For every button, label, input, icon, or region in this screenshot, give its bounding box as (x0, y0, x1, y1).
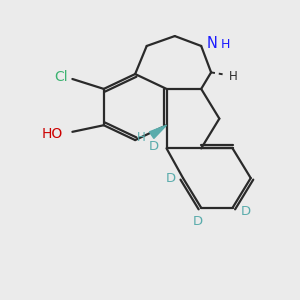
Text: Cl: Cl (54, 70, 68, 84)
Text: H: H (220, 38, 230, 52)
Text: HO: HO (42, 127, 63, 141)
Text: D: D (149, 140, 159, 153)
Text: H: H (229, 70, 238, 83)
Polygon shape (149, 125, 167, 138)
Text: D: D (165, 172, 176, 184)
Text: H: H (136, 131, 145, 144)
Text: D: D (241, 205, 251, 218)
Text: N: N (207, 36, 218, 51)
Text: D: D (193, 214, 203, 227)
